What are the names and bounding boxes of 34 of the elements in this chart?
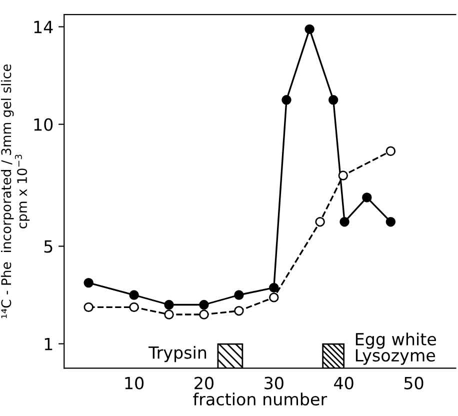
point (84, 278, 94, 288)
point (328, 95, 338, 105)
point (234, 306, 244, 316)
point (129, 290, 139, 300)
x-tick-label: 50 (404, 376, 424, 390)
band-label: Egg white Lysozyme (356, 332, 436, 365)
point (386, 216, 396, 227)
point (338, 170, 348, 180)
point (164, 300, 174, 310)
point (129, 302, 139, 312)
x-tick-label: 10 (125, 376, 144, 390)
point (234, 290, 244, 300)
point (84, 302, 94, 312)
y-tick-label: 1 (44, 338, 52, 350)
y-tick-label: 10 (34, 118, 53, 131)
point (199, 310, 209, 320)
y-tick-label: 14 (34, 20, 53, 34)
point (269, 282, 279, 293)
point (164, 310, 174, 320)
point (269, 292, 279, 302)
y-tick-label: 5 (44, 240, 52, 253)
point (386, 146, 396, 156)
x-tick-label: 40 (334, 376, 354, 390)
point (282, 95, 292, 105)
point (315, 216, 325, 227)
point (362, 192, 372, 202)
point (304, 24, 314, 34)
point (199, 300, 209, 310)
x-tick-label: 20 (194, 376, 214, 390)
y-axis-title: ¹⁴C - Phe incorporated / 3mm gel slice cpm x 10$^{−3}$ (0, 64, 30, 318)
band-label: Trypsin (148, 346, 206, 362)
point (340, 216, 350, 227)
x-tick-label: 30 (264, 376, 284, 390)
x-axis-title: fraction number (193, 392, 328, 406)
